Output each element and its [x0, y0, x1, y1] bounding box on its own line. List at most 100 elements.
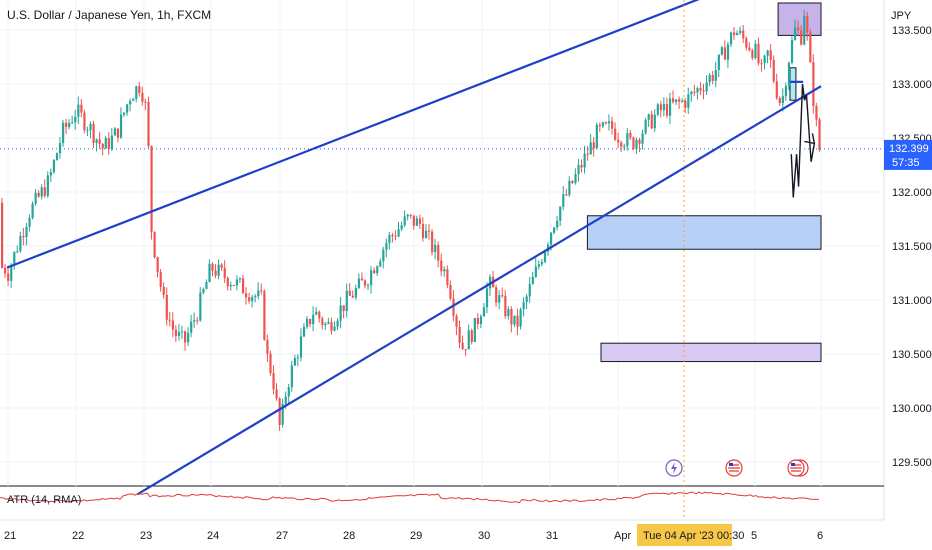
candle-body [479, 316, 483, 325]
small-zone[interactable] [789, 67, 797, 101]
candle-body [458, 326, 461, 343]
time-cursor-badge: Tue 04 Apr '23 00:30 [637, 524, 744, 546]
candle-body [647, 114, 650, 120]
candle-body [165, 294, 168, 320]
candle-body [504, 295, 507, 317]
candle-body [696, 88, 699, 93]
candle-body [693, 91, 696, 93]
candle-body [68, 122, 71, 127]
candle-body [119, 114, 123, 138]
candle-body [470, 330, 473, 342]
candle-body [40, 187, 43, 197]
candle-body [702, 90, 705, 92]
candle-body [687, 94, 690, 108]
x-tick-label: 31 [546, 530, 558, 542]
candle-body [556, 220, 559, 228]
candle-body [202, 288, 205, 293]
demand-zone-mid[interactable] [586, 215, 822, 250]
candle-body [739, 30, 742, 33]
candle-body [653, 114, 656, 129]
projection-path[interactable] [790, 83, 816, 198]
candle-body [662, 104, 666, 111]
time-axis[interactable]: 21 22 23 24 27 28 29 30 31 Apr 5 6 [4, 530, 823, 542]
candle-body [113, 128, 117, 136]
candle-body [580, 165, 583, 168]
candle-body [394, 235, 397, 237]
candle-body [315, 311, 318, 315]
candle-body [269, 353, 272, 374]
candle-body [373, 270, 376, 274]
candle-body [123, 112, 126, 115]
candle-body [150, 146, 153, 232]
chart-title: U.S. Dollar / Japanese Yen, 1h, FXCM [7, 8, 211, 22]
supply-zone-top[interactable] [777, 2, 822, 36]
candle-body [431, 231, 434, 253]
candle-body [659, 104, 662, 111]
candle-body [400, 225, 403, 230]
candle-body [49, 172, 52, 176]
candle-body [778, 97, 781, 104]
candle-body [720, 47, 723, 55]
candle-body [818, 119, 821, 150]
candle-body [89, 123, 92, 131]
candle-body [428, 230, 431, 232]
candle-body [162, 286, 165, 295]
candle-body [287, 387, 290, 397]
candle-body [516, 315, 519, 327]
candle-body [235, 279, 239, 286]
candle-body [254, 296, 257, 298]
candle-body [424, 230, 428, 238]
candle-body [55, 153, 59, 161]
candle-body [196, 320, 199, 322]
atr-label: ATR (14, RMA) [7, 494, 81, 506]
candle-body [52, 160, 56, 173]
channel-line-upper[interactable] [6, 0, 820, 269]
candle-body [379, 261, 382, 267]
y-tick-label: 132.000 [892, 187, 932, 199]
price-axis[interactable]: 129.500 130.000 130.500 131.000 131.500 132.0… [892, 25, 932, 469]
candle-body [553, 227, 556, 233]
candle-body [745, 38, 748, 48]
candle-body [309, 318, 312, 325]
candle-body [110, 135, 113, 149]
support-zone-low[interactable] [600, 342, 822, 363]
candle-body [723, 47, 727, 60]
candle-body [595, 124, 598, 149]
candle-body [467, 330, 470, 350]
candle-body [10, 265, 13, 281]
channel-line-lower[interactable] [136, 85, 822, 496]
candle-body [95, 139, 98, 143]
candle-body [668, 98, 672, 116]
candle-body [226, 277, 229, 287]
candle-body [449, 284, 452, 299]
x-tick-label: 21 [4, 530, 16, 542]
candle-body [171, 320, 174, 330]
us-flag-icon-group[interactable] [787, 459, 809, 477]
candle-body [281, 403, 284, 425]
candle-body [562, 194, 565, 207]
event-icon-flash[interactable] [665, 459, 683, 477]
us-flag-icon[interactable] [725, 459, 743, 477]
candle-body [43, 187, 46, 196]
candle-body [321, 318, 324, 326]
candle-body [220, 264, 223, 268]
candle-body [772, 59, 775, 82]
candle-body [537, 264, 540, 267]
candle-body [495, 287, 498, 303]
candle-body [19, 236, 22, 252]
candle-body [327, 321, 330, 324]
candle-body [729, 32, 733, 45]
x-tick-label: 6 [817, 530, 823, 542]
candle-body [98, 139, 101, 144]
candle-body [754, 43, 757, 58]
candle-body [302, 326, 306, 337]
candle-body [635, 139, 638, 149]
candle-body [25, 226, 28, 238]
candle-body [763, 55, 766, 64]
candle-body [7, 273, 10, 281]
y-tick-label: 131.500 [892, 241, 932, 253]
candle-body [589, 142, 592, 155]
candle-body [586, 153, 589, 155]
